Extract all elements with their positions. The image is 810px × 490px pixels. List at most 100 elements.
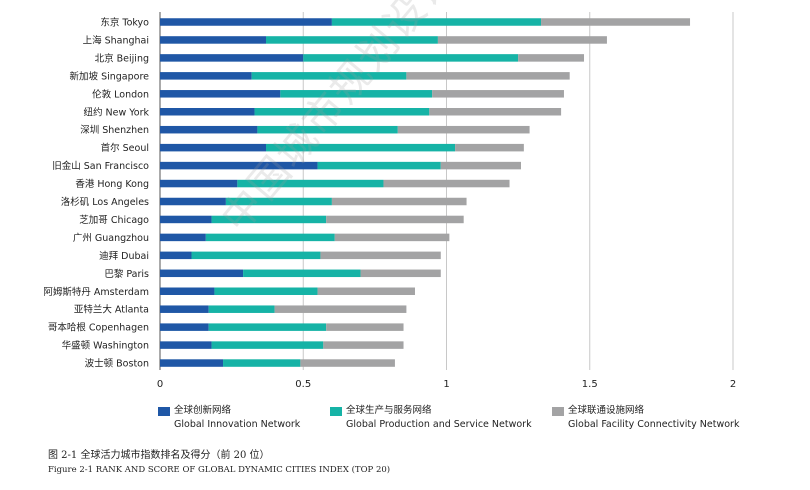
bar-paris-series-2 [360,269,441,278]
category-label-paris: 巴黎 Paris [104,268,149,280]
bar-dubai-series-2 [320,251,441,260]
bar-beijing-series-1 [303,54,519,62]
bar-seoul-series-2 [455,143,524,152]
category-label-chicago: 芝加哥 Chicago [79,214,149,226]
bar-boston-series-2 [300,359,395,367]
category-label-seoul: 首尔 Seoul [101,142,149,154]
category-label-boston: 波士顿 Boston [85,358,149,370]
legend-label-production-en: Global Production and Service Network [346,419,532,430]
category-labels: 东京 Tokyo 上海 Shanghai 北京 Beijing 新加坡 Singapo… [43,17,149,370]
bar-shanghai-series-0 [160,36,267,44]
bar-dubai-series-0 [160,251,192,260]
bar-washington-series-0 [160,341,212,349]
bar-boston-series-1 [223,359,301,367]
category-label-london: 伦敦 London [92,88,149,100]
bar-tokyo-series-2 [541,18,691,26]
category-label-washington: 华盛顿 Washington [62,340,149,352]
category-label-singapore: 新加坡 Singapore [70,70,150,82]
legend-item-facility: 全球联通设施网络 Global Facility Connectivity Ne… [552,404,739,432]
figure-caption-cn: 图 2-1 全球活力城市指数排名及得分（前 20 位） [48,450,270,461]
bar-chicago-series-2 [326,215,464,224]
bar-paris-series-0 [160,269,244,278]
bar-london-series-2 [432,90,564,98]
bar-singapore-series-1 [251,72,407,80]
bar-tokyo-series-1 [331,18,542,26]
category-label-atlanta: 亚特兰大 Atlanta [74,304,149,316]
legend-item-production: 全球生产与服务网络 Global Production and Service … [330,404,532,432]
category-label-dubai: 迪拜 Dubai [99,250,149,262]
x-tick-0: 0 [157,379,163,390]
x-tick-2: 2 [730,379,736,390]
category-label-tokyo: 东京 Tokyo [100,17,149,29]
bar-seoul-series-0 [160,143,267,152]
bar-copenhagen-series-0 [160,323,209,331]
bar-atlanta-series-2 [274,305,407,313]
bar-chicago-series-0 [160,215,212,224]
bar-beijing-series-2 [518,54,585,62]
bar-copenhagen-series-1 [208,323,327,331]
category-label-amsterdam: 阿姆斯特丹 Amsterdam [43,286,149,298]
bar-hong-kong-series-0 [160,179,238,188]
x-tick-labels: 0 0.5 1 1.5 2 [157,379,736,390]
bar-shanghai-series-2 [437,36,607,44]
legend-item-innovation: 全球创新网络 Global Innovation Network [158,404,300,432]
bar-new-york-series-1 [254,108,430,116]
bar-boston-series-0 [160,359,224,367]
bar-amsterdam-series-1 [214,287,318,295]
category-label-los-angeles: 洛杉矶 Los Angeles [61,196,149,208]
x-tick-1-5: 1.5 [582,379,598,390]
bar-singapore-series-0 [160,72,252,80]
bar-shenzhen-series-0 [160,125,258,134]
bar-shenzhen-series-2 [397,125,530,134]
category-label-san-francisco: 旧金山 San Francisco [52,160,149,172]
bar-singapore-series-2 [406,72,570,80]
bars-group [160,18,691,367]
bar-san-francisco-series-0 [160,161,318,170]
bar-hong-kong-series-1 [237,179,384,188]
category-label-shanghai: 上海 Shanghai [83,34,149,46]
category-label-new-york: 纽约 New York [83,106,149,118]
bar-london-series-1 [280,90,433,98]
bar-copenhagen-series-2 [326,323,404,331]
bar-new-york-series-2 [429,108,562,116]
x-tick-1: 1 [443,379,449,390]
category-label-shenzhen: 深圳 Shenzhen [80,125,149,136]
legend-swatch-facility [552,407,564,416]
legend-swatch-innovation [158,407,170,416]
bar-shenzhen-series-1 [257,125,398,134]
legend-label-production-cn: 全球生产与服务网络 [346,405,432,416]
bar-san-francisco-series-2 [440,161,521,170]
bar-guangzhou-series-2 [334,233,450,242]
legend-label-facility-en: Global Facility Connectivity Network [568,419,740,430]
bar-amsterdam-series-0 [160,287,215,295]
legend-swatch-production [330,407,342,416]
category-label-beijing: 北京 Beijing [95,52,149,64]
bar-new-york-series-0 [160,108,255,116]
bar-washington-series-2 [323,341,404,349]
bar-beijing-series-0 [160,54,304,62]
bar-chicago-series-1 [211,215,327,224]
legend-label-innovation-cn: 全球创新网络 [174,405,232,416]
bar-los-angeles-series-1 [225,197,332,206]
category-label-copenhagen: 哥本哈根 Copenhagen [48,322,149,334]
legend-label-facility-cn: 全球联通设施网络 [568,405,645,416]
bar-atlanta-series-0 [160,305,209,313]
figure-caption-en: Figure 2-1 RANK AND SCORE OF GLOBAL DYNA… [48,465,391,475]
bar-washington-series-1 [211,341,324,349]
stacked-bar-chart: 东京 Tokyo 上海 Shanghai 北京 Beijing 新加坡 Singapo… [43,12,736,390]
bar-los-angeles-series-0 [160,197,226,206]
bar-dubai-series-1 [191,251,321,260]
category-label-guangzhou: 广州 Guangzhou [73,232,149,244]
bar-seoul-series-1 [266,143,456,152]
x-tick-0-5: 0.5 [295,379,311,390]
legend-label-innovation-en: Global Innovation Network [174,419,301,430]
bar-london-series-0 [160,90,281,98]
category-label-hong-kong: 香港 Hong Kong [75,178,149,190]
bar-los-angeles-series-2 [331,197,467,206]
bar-guangzhou-series-1 [205,233,335,242]
bar-atlanta-series-1 [208,305,275,313]
bar-tokyo-series-0 [160,18,332,26]
bar-paris-series-1 [243,269,361,278]
bar-hong-kong-series-2 [383,179,510,188]
bar-amsterdam-series-2 [317,287,415,295]
